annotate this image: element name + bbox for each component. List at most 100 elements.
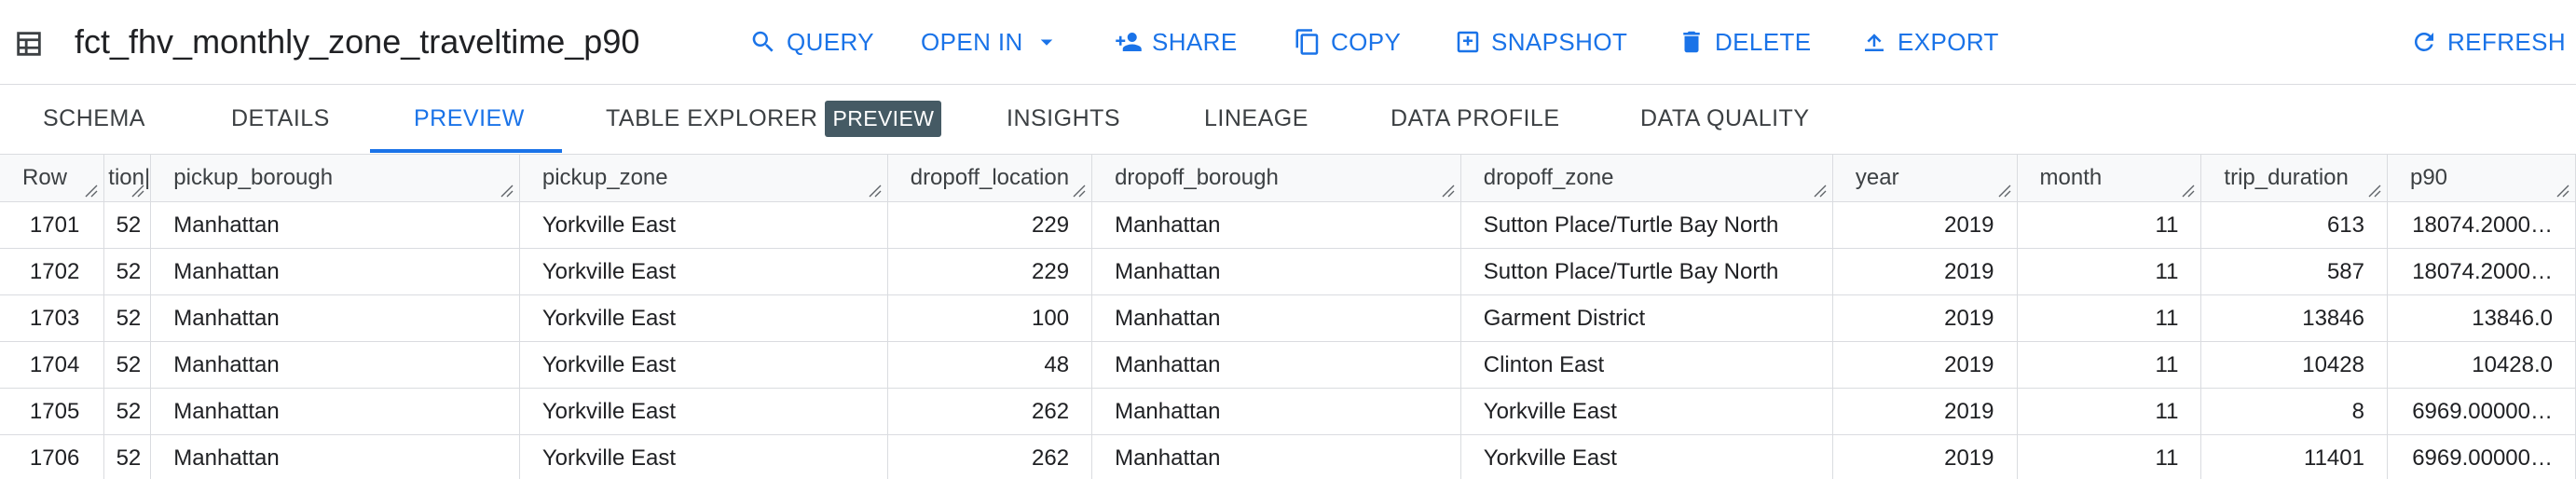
resize-grip-icon[interactable]: [2556, 185, 2569, 198]
column-header[interactable]: Row: [0, 155, 105, 202]
query-button[interactable]: QUERY: [749, 22, 874, 62]
table-cell: 52: [103, 341, 152, 389]
table-cell: Yorkville East: [519, 248, 888, 295]
copy-button-label: COPY: [1331, 27, 1402, 56]
table-cell: 6969.00000…: [2387, 434, 2576, 479]
column-header[interactable]: dropoff_borough: [1091, 155, 1461, 202]
table-cell: 52: [103, 201, 152, 249]
table-row: 1701 52 Manhattan Yorkville East 229 Man…: [0, 201, 2576, 249]
tab-data-quality[interactable]: DATA QUALITY: [1640, 104, 1810, 131]
column-header[interactable]: dropoff_location: [887, 155, 1093, 202]
table-cell: Manhattan: [1091, 341, 1461, 389]
upload-icon: [1865, 34, 1884, 51]
export-button[interactable]: EXPORT: [1860, 22, 1999, 62]
tab-data-profile[interactable]: DATA PROFILE: [1391, 104, 1560, 131]
tab-bar: SCHEMA DETAILS PREVIEW TABLE EXPLORER PR…: [0, 85, 2576, 155]
refresh-icon: [2414, 32, 2433, 51]
resize-grip-icon[interactable]: [500, 185, 514, 198]
table-cell: 2019: [1832, 341, 2018, 389]
column-header[interactable]: tion|: [103, 155, 152, 202]
resize-grip-icon[interactable]: [2182, 185, 2195, 198]
table-cell: 8: [2200, 388, 2388, 435]
table-cell: Manhattan: [1091, 201, 1461, 249]
table-cell: 48: [887, 341, 1093, 389]
export-button-label: EXPORT: [1898, 27, 1999, 56]
table-cell: 2019: [1832, 294, 2018, 342]
table-cell: Manhattan: [1091, 294, 1461, 342]
row-number-cell: 1705: [0, 388, 105, 435]
table-cell: Yorkville East: [519, 294, 888, 342]
share-button[interactable]: SHARE: [1115, 22, 1238, 62]
table-cell: 2019: [1832, 434, 2018, 479]
tab-details[interactable]: DETAILS: [231, 104, 330, 131]
resize-grip-icon[interactable]: [1073, 185, 1086, 198]
table-cell: Manhattan: [1091, 388, 1461, 435]
table-cell: Manhattan: [150, 294, 520, 342]
table-cell: 18074.2000…: [2387, 201, 2576, 249]
table-icon: [17, 32, 41, 56]
row-number-cell: 1704: [0, 341, 105, 389]
table-row: 1703 52 Manhattan Yorkville East 100 Man…: [0, 294, 2576, 342]
resize-grip-icon[interactable]: [2368, 185, 2381, 198]
open-in-button[interactable]: OPEN IN: [921, 22, 1061, 62]
column-header[interactable]: p90: [2387, 155, 2576, 202]
table-cell: Manhattan: [150, 341, 520, 389]
resize-grip-icon[interactable]: [1998, 185, 2011, 198]
tab-table-explorer[interactable]: TABLE EXPLORER PREVIEW: [606, 85, 942, 152]
table-cell: 2019: [1832, 248, 2018, 295]
column-header[interactable]: pickup_zone: [519, 155, 888, 202]
row-number-cell: 1706: [0, 434, 105, 479]
table-cell: 13846.0: [2387, 294, 2576, 342]
column-header[interactable]: pickup_borough: [150, 155, 520, 202]
delete-button-label: DELETE: [1715, 27, 1812, 56]
column-header[interactable]: dropoff_zone: [1460, 155, 1833, 202]
preview-badge: PREVIEW: [825, 100, 942, 137]
table-title: fct_fhv_monthly_zone_traveltime_p90: [75, 22, 640, 61]
table-cell: Manhattan: [150, 388, 520, 435]
row-number-cell: 1703: [0, 294, 105, 342]
preview-table-container: Row tion| pickup_borough pickup_zone dro…: [0, 155, 2576, 479]
trash-icon: [1683, 31, 1700, 53]
table-cell: 11: [2017, 341, 2202, 389]
table-cell: Manhattan: [1091, 248, 1461, 295]
table-row: 1705 52 Manhattan Yorkville East 262 Man…: [0, 388, 2576, 435]
table-cell: 11: [2017, 248, 2202, 295]
table-cell: 229: [887, 248, 1093, 295]
table-cell: 52: [103, 248, 152, 295]
column-header[interactable]: trip_duration: [2200, 155, 2388, 202]
resize-grip-icon[interactable]: [131, 185, 144, 198]
table-cell: 2019: [1832, 201, 2018, 249]
person-add-icon: [1116, 33, 1142, 51]
preview-table: Row tion| pickup_borough pickup_zone dro…: [0, 155, 2576, 479]
resize-grip-icon[interactable]: [1814, 185, 1827, 198]
copy-button[interactable]: COPY: [1294, 22, 1401, 62]
table-cell: Yorkville East: [519, 201, 888, 249]
tab-insights[interactable]: INSIGHTS: [1007, 104, 1121, 131]
table-cell: Yorkville East: [1460, 434, 1833, 479]
tab-preview[interactable]: PREVIEW: [414, 104, 525, 131]
table-cell: Sutton Place/Turtle Bay North: [1460, 201, 1833, 249]
table-cell: Yorkville East: [519, 341, 888, 389]
table-cell: Garment District: [1460, 294, 1833, 342]
header-row: Row tion| pickup_borough pickup_zone dro…: [0, 155, 2576, 202]
table-cell: 262: [887, 434, 1093, 479]
resize-grip-icon[interactable]: [1442, 185, 1455, 198]
share-button-label: SHARE: [1152, 27, 1238, 56]
resize-grip-icon[interactable]: [869, 185, 882, 198]
tab-lineage[interactable]: LINEAGE: [1204, 104, 1309, 131]
table-cell: 587: [2200, 248, 2388, 295]
snapshot-icon: [1457, 31, 1479, 53]
table-cell: 2019: [1832, 388, 2018, 435]
snapshot-button[interactable]: SNAPSHOT: [1454, 22, 1627, 62]
table-cell: 18074.2000…: [2387, 248, 2576, 295]
column-header[interactable]: month: [2017, 155, 2202, 202]
tab-schema[interactable]: SCHEMA: [43, 104, 145, 131]
tab-table-explorer-label: TABLE EXPLORER: [606, 104, 818, 131]
table-cell: 52: [103, 388, 152, 435]
row-number-cell: 1702: [0, 248, 105, 295]
delete-button[interactable]: DELETE: [1678, 22, 1812, 62]
resize-grip-icon[interactable]: [85, 185, 98, 198]
table-row: 1706 52 Manhattan Yorkville East 262 Man…: [0, 434, 2576, 479]
column-header[interactable]: year: [1832, 155, 2018, 202]
refresh-button[interactable]: REFRESH: [2410, 22, 2566, 62]
